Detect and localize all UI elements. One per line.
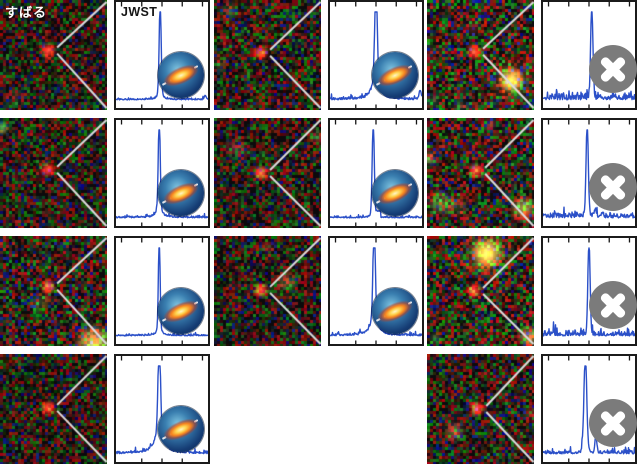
panel-pair-r3c1	[0, 236, 213, 346]
agn-accretion-disk	[374, 295, 416, 327]
agn-accretion-disk	[160, 59, 202, 91]
subaru-cutout-r2c1	[0, 118, 107, 228]
agn-accretion-disk	[160, 177, 202, 209]
agn-disk-icon	[372, 288, 418, 334]
subaru-cutout-r3c3	[427, 236, 534, 346]
agn-disk-icon	[372, 52, 418, 98]
jwst-spectrum-panel-r3c1	[114, 236, 210, 346]
jwst-spectrum-panel-r4c3	[541, 354, 637, 464]
subaru-cutout-r2c3	[427, 118, 534, 228]
subaru-cutout-r3c2	[214, 236, 321, 346]
x-circle-icon	[589, 281, 637, 329]
jwst-spectrum-panel-r3c2	[328, 236, 424, 346]
agn-disk-icon	[158, 288, 204, 334]
agn-accretion-disk	[160, 413, 202, 445]
jwst-spectrum-panel-r1c1: JWST	[114, 0, 210, 110]
subaru-cutout-r1c1	[0, 0, 107, 110]
agn-accretion-disk	[374, 59, 416, 91]
subaru-cutout-r2c2	[214, 118, 321, 228]
jwst-spectrum-panel-r4c1	[114, 354, 210, 464]
jwst-label: JWST	[121, 5, 158, 19]
x-circle-icon	[589, 399, 637, 447]
panel-pair-r1c3	[427, 0, 640, 110]
jwst-spectrum-panel-r2c1	[114, 118, 210, 228]
x-circle-icon	[589, 45, 637, 93]
x-circle-icon	[589, 163, 637, 211]
agn-accretion-disk	[160, 295, 202, 327]
agn-accretion-disk	[374, 177, 416, 209]
jwst-spectrum-panel-r3c3	[541, 236, 637, 346]
panel-pair-r1c1: JWST すばる	[0, 0, 213, 110]
panel-pair-r3c3	[427, 236, 640, 346]
agn-disk-icon	[158, 406, 204, 452]
panel-pair-r3c2	[214, 236, 427, 346]
subaru-label: すばる	[5, 5, 48, 20]
subaru-cutout-r1c2	[214, 0, 321, 110]
agn-disk-icon	[158, 52, 204, 98]
jwst-spectrum-panel-r2c2	[328, 118, 424, 228]
subaru-cutout-r4c1	[0, 354, 107, 464]
subaru-cutout-r1c3	[427, 0, 534, 110]
panel-pair-r4c3	[427, 354, 640, 464]
panel-pair-r2c1	[0, 118, 213, 228]
subaru-cutout-r3c1	[0, 236, 107, 346]
panel-pair-r4c1	[0, 354, 213, 464]
panel-pair-r1c2	[214, 0, 427, 110]
subaru-cutout-r4c3	[427, 354, 534, 464]
panel-pair-r2c3	[427, 118, 640, 228]
agn-disk-icon	[372, 170, 418, 216]
agn-disk-icon	[158, 170, 204, 216]
panel-pair-r2c2	[214, 118, 427, 228]
jwst-spectrum-panel-r1c2	[328, 0, 424, 110]
